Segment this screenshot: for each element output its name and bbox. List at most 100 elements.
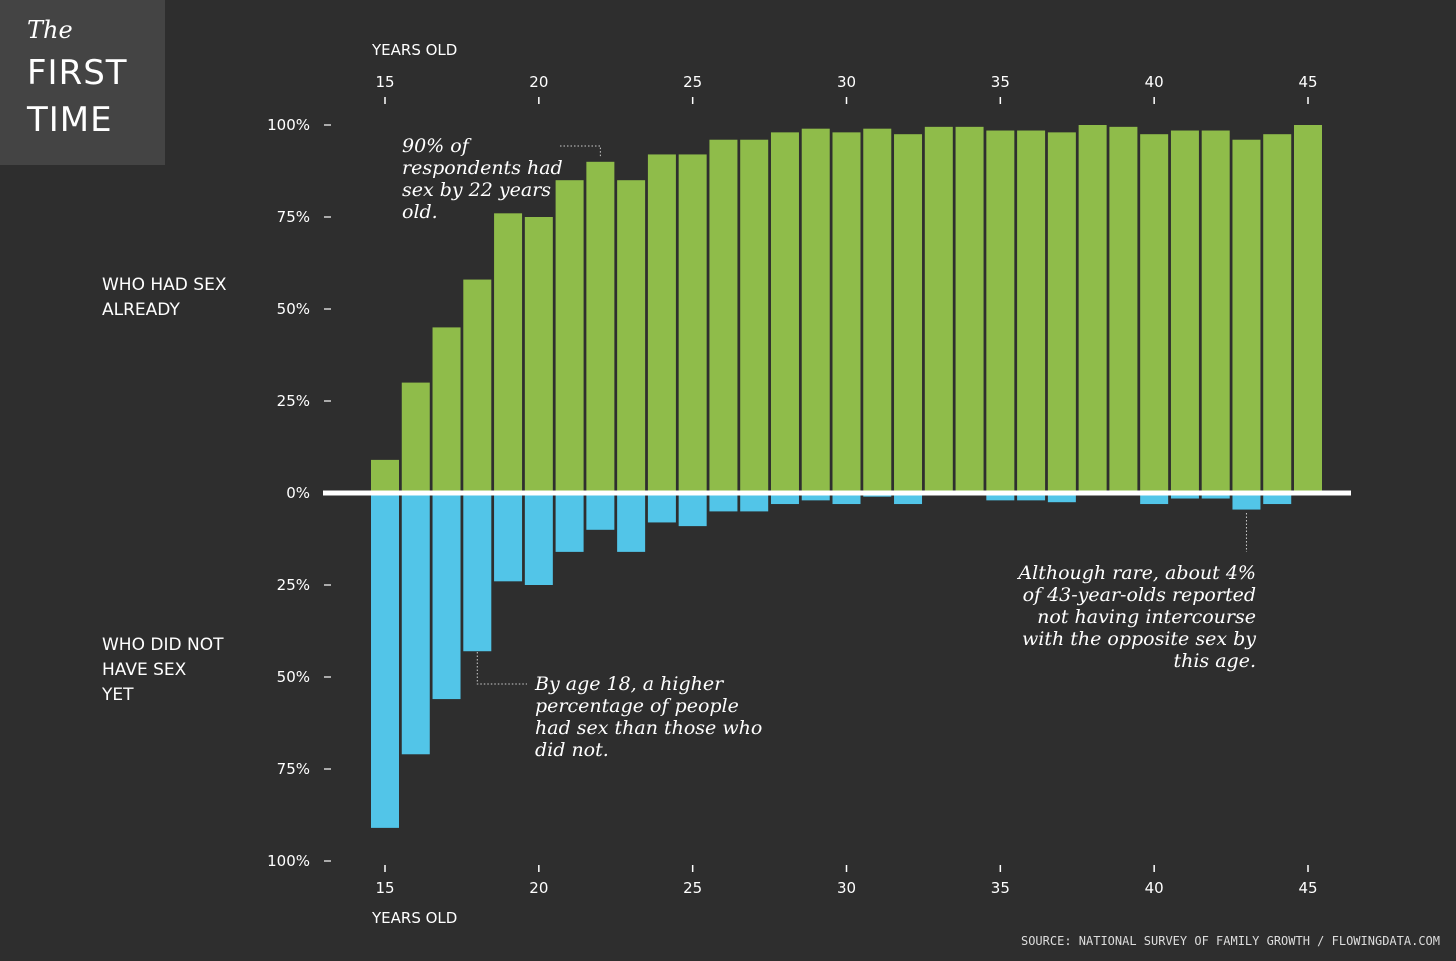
x-tick-label-top: 40 — [1145, 73, 1164, 91]
source-credit: SOURCE: NATIONAL SURVEY OF FAMILY GROWTH… — [1020, 934, 1440, 948]
bar-did-not-41 — [1170, 493, 1199, 499]
bar-did-not-37 — [1047, 493, 1076, 503]
y-tick-label: 75% — [277, 208, 310, 226]
x-tick-label-bottom: 40 — [1145, 879, 1164, 897]
bar-did-not-23 — [617, 493, 646, 552]
bar-had-sex-37 — [1047, 132, 1076, 494]
annotation-line: with the opposite sex by — [1021, 628, 1256, 650]
annotation-line: did not. — [535, 739, 609, 761]
x-tick-label-bottom: 45 — [1298, 879, 1317, 897]
label-did-not: WHO DID NOT HAVE SEX YET — [102, 633, 223, 708]
title-line-1: FIRST — [27, 53, 128, 93]
bar-had-sex-42 — [1201, 130, 1230, 493]
annotation-line: percentage of people — [535, 695, 739, 717]
bar-had-sex-38 — [1078, 125, 1107, 493]
bar-did-not-43 — [1232, 493, 1261, 510]
bar-had-sex-43 — [1232, 139, 1261, 493]
bar-had-sex-32 — [894, 134, 923, 493]
bar-had-sex-16 — [401, 382, 430, 493]
bar-had-sex-34 — [955, 126, 984, 493]
bar-did-not-32 — [894, 493, 923, 505]
annotation-line: of 43-year-olds reported — [1022, 584, 1256, 606]
bar-had-sex-29 — [801, 128, 830, 493]
title-main: FIRST TIME — [27, 50, 128, 144]
label-line: WHO DID NOT — [102, 635, 224, 655]
x-axis-label-bottom: YEARS OLD — [372, 909, 458, 927]
annotation-age-18: By age 18, a higher percentage of people… — [535, 673, 762, 761]
bar-had-sex-23 — [617, 180, 646, 493]
bar-did-not-29 — [801, 493, 830, 501]
x-tick-label-bottom: 35 — [991, 879, 1010, 897]
bar-did-not-27 — [740, 493, 769, 512]
annotation-line: sex by 22 years — [402, 179, 552, 201]
y-tick-label: 25% — [277, 392, 310, 410]
bar-had-sex-21 — [555, 180, 584, 493]
y-tick-label: 0% — [286, 484, 310, 502]
leader-age-22 — [560, 145, 601, 157]
bar-did-not-44 — [1263, 493, 1292, 505]
bar-did-not-36 — [1017, 493, 1046, 501]
bar-had-sex-22 — [586, 161, 615, 494]
x-tick-label-bottom: 20 — [529, 879, 548, 897]
bar-had-sex-20 — [524, 217, 553, 493]
bar-had-sex-25 — [678, 154, 707, 493]
x-tick-label-top: 30 — [837, 73, 856, 91]
bar-had-sex-39 — [1109, 126, 1138, 493]
bar-did-not-35 — [986, 493, 1015, 501]
x-tick-label-bottom: 15 — [375, 879, 394, 897]
bar-had-sex-31 — [863, 128, 892, 493]
label-line: WHO HAD SEX — [102, 275, 227, 295]
bar-did-not-30 — [832, 493, 861, 505]
y-tick-label: 50% — [277, 668, 310, 686]
bar-had-sex-27 — [740, 139, 769, 493]
title-box: The FIRST TIME — [0, 0, 165, 165]
bar-had-sex-24 — [647, 154, 676, 493]
bar-had-sex-33 — [924, 126, 953, 493]
annotation-age-22: 90% of respondents had sex by 22 years o… — [402, 135, 563, 223]
leader-age-18 — [476, 652, 527, 685]
bar-did-not-16 — [401, 493, 430, 755]
bar-had-sex-45 — [1294, 125, 1322, 493]
bar-did-not-22 — [586, 493, 615, 530]
annotation-line: not having intercourse — [1037, 606, 1256, 628]
bar-did-not-15 — [371, 493, 399, 828]
x-tick-label-top: 45 — [1298, 73, 1317, 91]
bar-had-sex-26 — [709, 139, 738, 493]
label-line: ALREADY — [102, 300, 180, 320]
bar-did-not-26 — [709, 493, 738, 512]
label-line: HAVE SEX — [102, 660, 187, 680]
annotation-line: this age. — [1173, 650, 1256, 672]
bar-did-not-18 — [463, 493, 492, 652]
label-had-sex: WHO HAD SEX ALREADY — [102, 273, 226, 323]
x-tick-label-bottom: 30 — [837, 879, 856, 897]
bar-had-sex-30 — [832, 132, 861, 494]
x-tick-label-top: 25 — [683, 73, 702, 91]
x-axis-label-top: YEARS OLD — [372, 41, 458, 59]
x-tick-label-bottom: 25 — [683, 879, 702, 897]
bar-had-sex-44 — [1263, 134, 1292, 493]
annotation-line: Although rare, about 4% — [1018, 562, 1256, 584]
bar-had-sex-40 — [1140, 134, 1169, 493]
annotation-line: old. — [402, 201, 438, 223]
title-line-2: TIME — [27, 100, 113, 140]
y-tick-label: 100% — [267, 116, 310, 134]
bar-had-sex-28 — [770, 132, 799, 494]
annotation-line: had sex than those who — [535, 717, 763, 739]
y-tick-label: 100% — [267, 852, 310, 870]
bar-did-not-28 — [770, 493, 799, 505]
y-tick-label: 50% — [277, 300, 310, 318]
bar-had-sex-41 — [1170, 130, 1199, 493]
bar-did-not-20 — [524, 493, 553, 585]
bar-did-not-19 — [494, 493, 523, 582]
bar-did-not-42 — [1201, 493, 1230, 499]
x-tick-label-top: 35 — [991, 73, 1010, 91]
y-tick-label: 75% — [277, 760, 310, 778]
x-tick-label-top: 20 — [529, 73, 548, 91]
y-tick-label: 25% — [277, 576, 310, 594]
annotation-line: 90% of — [402, 135, 469, 157]
annotation-line: By age 18, a higher — [535, 673, 724, 695]
bar-did-not-21 — [555, 493, 584, 552]
bar-did-not-17 — [432, 493, 461, 700]
bar-had-sex-15 — [371, 459, 399, 493]
